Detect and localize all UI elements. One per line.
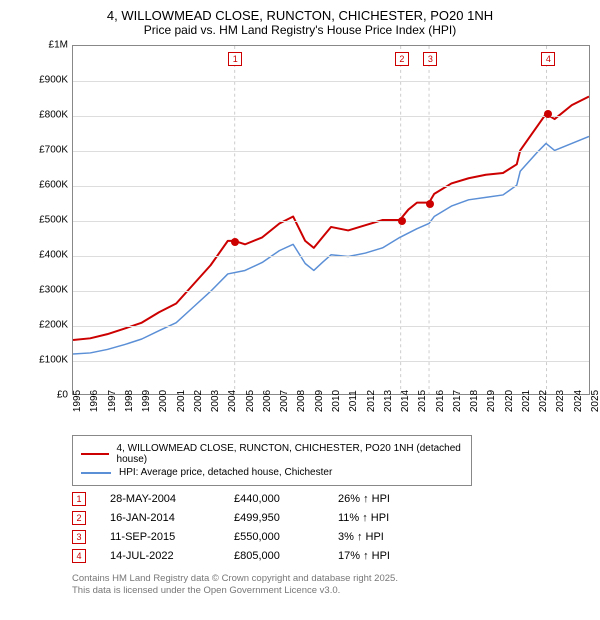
x-tick-label: 2013 — [383, 390, 394, 412]
transaction-price: £805,000 — [234, 550, 314, 562]
chart-area: 1 23 4 — [72, 45, 590, 395]
footer-line1: Contains HM Land Registry data © Crown c… — [72, 573, 590, 585]
gridline-horizontal — [73, 151, 589, 152]
y-tick-label: £800K — [39, 110, 68, 121]
x-tick-label: 2023 — [555, 390, 566, 412]
x-tick-label: 2018 — [469, 390, 480, 412]
legend: 4, WILLOWMEAD CLOSE, RUNCTON, CHICHESTER… — [72, 435, 472, 486]
chart-subtitle: Price paid vs. HM Land Registry's House … — [10, 23, 590, 37]
y-tick-label: £400K — [39, 250, 68, 261]
x-tick-label: 2019 — [486, 390, 497, 412]
gridline-horizontal — [73, 361, 589, 362]
gridline-horizontal — [73, 291, 589, 292]
x-tick-label: 2012 — [366, 390, 377, 412]
transaction-marker: 1 — [72, 492, 86, 506]
chart-container: 4, WILLOWMEAD CLOSE, RUNCTON, CHICHESTER… — [0, 0, 600, 620]
transaction-pct: 3% ↑ HPI — [338, 531, 428, 543]
y-tick-label: £600K — [39, 180, 68, 191]
y-tick-label: £200K — [39, 320, 68, 331]
transaction-marker: 2 — [72, 511, 86, 525]
chart-marker-2: 2 — [395, 52, 409, 66]
marker-dot-3 — [426, 200, 434, 208]
x-tick-label: 2022 — [538, 390, 549, 412]
x-tick-label: 2015 — [417, 390, 428, 412]
transaction-date: 11-SEP-2015 — [110, 531, 210, 543]
x-tick-label: 2003 — [210, 390, 221, 412]
x-tick-label: 2006 — [262, 390, 273, 412]
y-tick-label: £1M — [49, 40, 68, 51]
transaction-pct: 11% ↑ HPI — [338, 512, 428, 524]
x-tick-label: 1995 — [72, 390, 83, 412]
chart-marker-4: 4 — [541, 52, 555, 66]
x-tick-label: 1998 — [124, 390, 135, 412]
transaction-marker: 3 — [72, 530, 86, 544]
chart-title: 4, WILLOWMEAD CLOSE, RUNCTON, CHICHESTER… — [10, 8, 590, 23]
x-tick-label: 2024 — [573, 390, 584, 412]
x-tick-label: 2016 — [435, 390, 446, 412]
x-tick-label: 2021 — [521, 390, 532, 412]
x-tick-label: 2001 — [176, 390, 187, 412]
chart-wrap: 1 23 4 £0 £100K £200K £300K £400K £500K £600K £70… — [30, 45, 590, 425]
x-tick-label: 1999 — [141, 390, 152, 412]
transaction-row: 1 28-MAY-2004 £440,000 26% ↑ HPI — [72, 492, 590, 506]
footer-line2: This data is licensed under the Open Gov… — [72, 585, 590, 597]
marker-dot-2 — [398, 217, 406, 225]
footer-attribution: Contains HM Land Registry data © Crown c… — [72, 573, 590, 598]
legend-swatch — [81, 453, 109, 455]
gridline-horizontal — [73, 221, 589, 222]
transaction-pct: 17% ↑ HPI — [338, 550, 428, 562]
transaction-marker: 4 — [72, 549, 86, 563]
transaction-row: 4 14-JUL-2022 £805,000 17% ↑ HPI — [72, 549, 590, 563]
y-tick-label: £700K — [39, 145, 68, 156]
x-tick-label: 2011 — [348, 390, 359, 412]
x-tick-label: 2025 — [590, 390, 600, 412]
gridline-horizontal — [73, 81, 589, 82]
gridline-horizontal — [73, 186, 589, 187]
legend-item: 4, WILLOWMEAD CLOSE, RUNCTON, CHICHESTER… — [81, 443, 463, 465]
transaction-date: 14-JUL-2022 — [110, 550, 210, 562]
chart-marker-3: 3 — [423, 52, 437, 66]
legend-swatch — [81, 472, 111, 474]
transaction-table: 1 28-MAY-2004 £440,000 26% ↑ HPI 2 16-JAN-201… — [72, 492, 590, 563]
x-tick-label: 2002 — [193, 390, 204, 412]
chart-svg — [73, 46, 589, 394]
x-tick-label: 2000 — [158, 390, 169, 412]
legend-label: 4, WILLOWMEAD CLOSE, RUNCTON, CHICHESTER… — [117, 443, 463, 465]
chart-marker-1: 1 — [228, 52, 242, 66]
x-tick-label: 2008 — [296, 390, 307, 412]
y-tick-label: £300K — [39, 285, 68, 296]
y-tick-label: £500K — [39, 215, 68, 226]
x-tick-label: 2020 — [504, 390, 515, 412]
legend-item: HPI: Average price, detached house, Chic… — [81, 467, 463, 478]
transaction-date: 28-MAY-2004 — [110, 493, 210, 505]
x-tick-label: 2007 — [279, 390, 290, 412]
transaction-price: £440,000 — [234, 493, 314, 505]
x-tick-label: 2005 — [245, 390, 256, 412]
y-tick-label: £900K — [39, 75, 68, 86]
transaction-price: £550,000 — [234, 531, 314, 543]
transaction-row: 2 16-JAN-2014 £499,950 11% ↑ HPI — [72, 511, 590, 525]
transaction-date: 16-JAN-2014 — [110, 512, 210, 524]
x-tick-label: 2010 — [331, 390, 342, 412]
x-tick-label: 2009 — [314, 390, 325, 412]
legend-label: HPI: Average price, detached house, Chic… — [119, 467, 332, 478]
transaction-pct: 26% ↑ HPI — [338, 493, 428, 505]
x-tick-label: 2017 — [452, 390, 463, 412]
transaction-price: £499,950 — [234, 512, 314, 524]
x-tick-label: 2014 — [400, 390, 411, 412]
transaction-row: 3 11-SEP-2015 £550,000 3% ↑ HPI — [72, 530, 590, 544]
gridline-horizontal — [73, 326, 589, 327]
marker-dot-1 — [231, 238, 239, 246]
x-tick-label: 2004 — [227, 390, 238, 412]
gridline-horizontal — [73, 256, 589, 257]
y-tick-label: £0 — [57, 390, 68, 401]
marker-dot-4 — [544, 110, 552, 118]
gridline-horizontal — [73, 116, 589, 117]
x-tick-label: 1996 — [89, 390, 100, 412]
x-tick-label: 1997 — [107, 390, 118, 412]
y-tick-label: £100K — [39, 355, 68, 366]
